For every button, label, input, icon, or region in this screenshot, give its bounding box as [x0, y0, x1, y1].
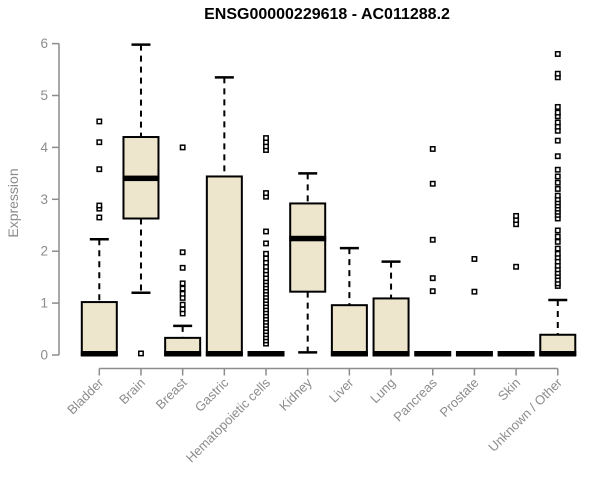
median-bar — [164, 351, 202, 357]
median-bar — [80, 351, 118, 357]
outlier-point — [554, 185, 561, 192]
median-bar — [205, 351, 243, 357]
outlier-point — [179, 249, 186, 256]
outlier-point — [554, 153, 561, 160]
outlier-point — [429, 236, 436, 243]
outlier-point — [554, 119, 561, 126]
outlier-point — [554, 137, 561, 144]
boxplot-pancreas — [414, 146, 452, 357]
boxplot-gastric — [205, 76, 243, 357]
outlier-point — [513, 212, 520, 219]
boxplot-breast — [164, 144, 202, 357]
boxplot-brain — [122, 43, 160, 357]
outlier-point — [554, 173, 561, 180]
outlier-point — [263, 228, 269, 235]
outlier-point — [554, 227, 561, 234]
outlier-point — [554, 192, 561, 199]
y-tick-label: 4 — [40, 140, 48, 155]
outlier-point — [554, 109, 561, 116]
median-bar — [414, 351, 452, 357]
median-bar — [122, 175, 160, 182]
outlier-point — [554, 250, 561, 257]
boxplot-skin — [497, 212, 535, 357]
x-tick-label: Gastric — [192, 375, 232, 415]
outlier-point — [96, 202, 103, 209]
boxplot-prostate — [455, 256, 493, 357]
x-tick-label: Breast — [153, 375, 190, 412]
y-tick-label: 5 — [40, 88, 48, 103]
box — [289, 202, 327, 293]
outlier-point — [554, 233, 561, 240]
outlier-point — [429, 288, 436, 295]
outlier-point — [554, 51, 561, 57]
outlier-point — [96, 214, 103, 221]
outlier-point — [471, 288, 478, 295]
outlier-point — [471, 256, 478, 262]
boxplot-unknown-other — [539, 51, 577, 357]
outlier-point — [554, 166, 561, 173]
box — [330, 304, 368, 356]
boxplot-hematopoietic-cells — [247, 135, 285, 357]
box — [80, 301, 118, 357]
x-tick-label: Lung — [367, 375, 398, 406]
outlier-point — [263, 255, 269, 262]
x-tick-label: Pancreas — [390, 375, 440, 425]
median-bar — [455, 351, 493, 357]
y-tick-label: 0 — [40, 348, 48, 363]
outlier-point — [96, 118, 103, 125]
outlier-point — [179, 280, 186, 287]
boxplot-lung — [372, 260, 410, 357]
outlier-point — [179, 301, 186, 308]
outlier-point — [179, 290, 186, 297]
median-bar — [497, 351, 535, 357]
y-tick-label: 2 — [40, 244, 48, 259]
boxplot-kidney — [289, 172, 327, 354]
outlier-point — [554, 245, 561, 252]
outlier-point — [554, 238, 561, 245]
outlier-point — [429, 275, 436, 282]
outlier-point — [179, 285, 186, 292]
outlier-point — [513, 263, 520, 270]
boxplot-liver — [330, 246, 368, 357]
y-tick-label: 1 — [40, 296, 48, 311]
median-bar — [289, 235, 327, 242]
median-bar — [372, 351, 410, 357]
outlier-point — [138, 350, 144, 357]
median-bar — [330, 351, 368, 357]
y-tick-label: 3 — [40, 192, 48, 207]
outlier-point — [179, 264, 186, 271]
outlier-point — [96, 166, 103, 173]
outlier-point — [96, 139, 103, 146]
chart-title: ENSG00000229618 - AC011288.2 — [204, 6, 450, 23]
x-tick-label: Unknown / Other — [485, 375, 565, 455]
box — [372, 297, 410, 356]
outlier-point — [554, 70, 561, 77]
outlier-point — [554, 103, 561, 110]
median-bar — [539, 351, 577, 357]
outlier-point — [429, 180, 436, 187]
outlier-point — [263, 190, 269, 197]
outlier-point — [263, 250, 269, 257]
x-tick-label: Liver — [326, 375, 357, 406]
x-tick-label: Prostate — [437, 375, 482, 420]
outlier-point — [179, 144, 186, 151]
outlier-point — [263, 240, 269, 247]
outlier-point — [554, 179, 561, 186]
outlier-point — [263, 135, 269, 142]
median-bar — [247, 351, 285, 357]
boxplot-bladder — [80, 118, 118, 357]
y-tick-label: 6 — [40, 36, 48, 51]
x-tick-label: Brain — [116, 375, 148, 407]
box — [205, 175, 243, 356]
x-tick-label: Skin — [495, 375, 523, 403]
x-tick-label: Kidney — [276, 375, 315, 414]
outlier-point — [429, 146, 436, 152]
outlier-point — [179, 306, 186, 313]
x-tick-label: Bladder — [64, 375, 107, 418]
